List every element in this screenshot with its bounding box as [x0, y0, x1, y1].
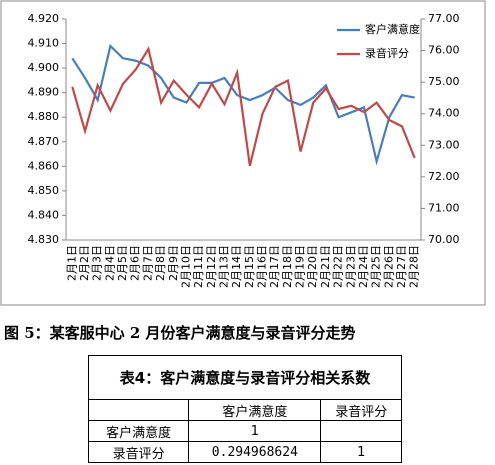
x-tick-label: 2月24日 [357, 245, 370, 288]
y-tick-label: 4.830 [28, 233, 60, 246]
x-tick-label: 2月6日 [129, 245, 142, 281]
x-tick-label: 2月22日 [332, 245, 345, 288]
x-tick-label: 2月3日 [91, 245, 104, 281]
x-tick-label: 2月26日 [382, 245, 395, 288]
row-header: 录音评分 [87, 441, 190, 463]
y-tick-label: 4.880 [28, 110, 60, 123]
x-tick-label: 2月7日 [141, 245, 154, 281]
y-tick-label: 4.850 [28, 184, 60, 197]
column-header: 录音评分 [320, 399, 402, 421]
x-tick-label: 2月21日 [319, 245, 332, 288]
x-tick-label: 2月19日 [294, 245, 307, 288]
x-tick-label: 2月17日 [268, 245, 281, 288]
legend-label: 录音评分 [365, 46, 409, 60]
y-tick-label: 4.860 [28, 159, 60, 172]
y-tick-label: 4.900 [28, 61, 60, 74]
y2-tick-label: 72.00 [428, 170, 460, 183]
x-tick-label: 2月15日 [243, 245, 256, 288]
y-tick-label: 4.870 [28, 135, 60, 148]
x-tick-label: 2月10日 [179, 245, 192, 288]
cell [87, 399, 190, 421]
x-tick-label: 2月14日 [230, 245, 243, 288]
x-tick-label: 2月11日 [192, 245, 205, 288]
column-header: 客户满意度 [188, 399, 322, 421]
legend-label: 客户满意度 [365, 22, 420, 36]
y2-tick-label: 71.00 [428, 201, 460, 214]
x-tick-label: 2月13日 [217, 245, 230, 288]
y2-tick-label: 70.00 [428, 233, 460, 246]
y2-tick-label: 77.00 [428, 12, 460, 25]
x-tick-label: 2月25日 [370, 245, 383, 288]
table: 表4：客户满意度与录音评分相关系数 客户满意度 录音评分 客户满意度 1 录音评分 0… [87, 355, 402, 463]
y-tick-label: 4.910 [28, 37, 60, 50]
y2-tick-label: 74.00 [428, 107, 460, 120]
x-tick-label: 2月27日 [395, 245, 408, 288]
y-tick-label: 4.920 [28, 12, 60, 25]
table-title: 表4：客户满意度与录音评分相关系数 [88, 355, 402, 400]
series-line [71, 46, 416, 167]
x-tick-label: 2月16日 [256, 245, 269, 288]
x-tick-label: 2月8日 [154, 245, 167, 281]
y2-tick-label: 76.00 [428, 44, 460, 57]
x-tick-label: 2月12日 [205, 245, 218, 288]
x-tick-label: 2月28日 [408, 245, 421, 288]
x-tick-label: 2月5日 [116, 245, 129, 281]
y-tick-label: 4.840 [28, 208, 60, 221]
cell [320, 420, 402, 442]
x-tick-label: 2月1日 [65, 245, 78, 281]
cell: 0.294968624 [188, 441, 322, 463]
y-tick-label: 4.890 [28, 86, 60, 99]
chart: 4.830 4.840 4.850 4.860 4.870 4.880 4.890 4.900… [0, 0, 486, 306]
y2-tick-label: 75.00 [428, 75, 460, 88]
cell: 1 [320, 441, 402, 463]
x-tick-label: 2月20日 [306, 245, 319, 288]
x-tick-label: 2月23日 [344, 245, 357, 288]
x-tick-label: 2月9日 [167, 245, 180, 281]
row-header: 客户满意度 [87, 420, 190, 442]
x-tick-label: 2月18日 [281, 245, 294, 288]
cell: 1 [188, 420, 322, 442]
x-tick-label: 2月4日 [103, 245, 116, 281]
y2-tick-label: 73.00 [428, 138, 460, 151]
chart-frame [0, 0, 486, 306]
caption: 图 5：某客服中心 2 月份客户满意度与录音评分走势 [4, 324, 356, 342]
x-tick-label: 2月2日 [78, 245, 91, 281]
